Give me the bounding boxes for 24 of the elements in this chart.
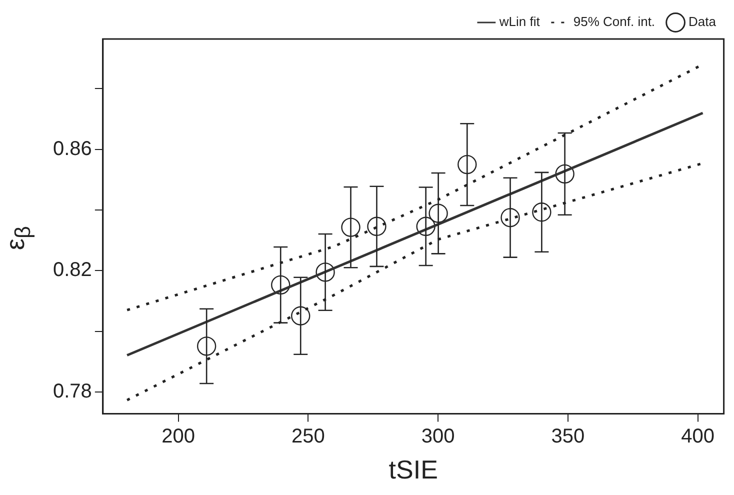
point [367, 216, 386, 236]
x-tick-label: 300 [421, 425, 455, 448]
legend-label: wLin fit [498, 14, 540, 30]
point [291, 306, 310, 326]
x-tick-label: 250 [291, 425, 325, 448]
point [316, 262, 335, 282]
point [428, 204, 448, 223]
legend-label: 95% Conf. int. [573, 14, 656, 30]
y-tick-label: 0.86 [52, 138, 92, 160]
point [532, 202, 552, 222]
point [341, 218, 360, 237]
legend-label: Data [688, 14, 717, 30]
y-tick-label: 0.78 [52, 380, 92, 402]
x-tick-label: 400 [681, 425, 715, 448]
point [555, 164, 574, 184]
x-tick-label: 200 [162, 425, 195, 448]
x-tick-label: 350 [551, 425, 585, 448]
point [416, 216, 436, 236]
point [271, 275, 290, 295]
y-tick-label: 0.82 [52, 259, 92, 282]
point [500, 208, 520, 228]
x-axis-title: tSIE [388, 454, 438, 485]
point [458, 154, 477, 174]
point [196, 336, 216, 356]
